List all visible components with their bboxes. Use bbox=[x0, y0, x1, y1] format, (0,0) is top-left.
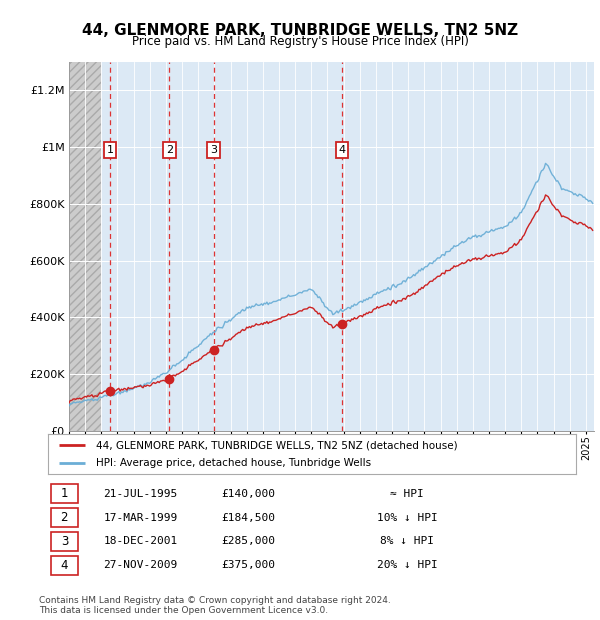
Text: 17-MAR-1999: 17-MAR-1999 bbox=[103, 513, 178, 523]
Text: This data is licensed under the Open Government Licence v3.0.: This data is licensed under the Open Gov… bbox=[39, 606, 328, 616]
Text: HPI: Average price, detached house, Tunbridge Wells: HPI: Average price, detached house, Tunb… bbox=[95, 458, 371, 469]
Text: 4: 4 bbox=[61, 559, 68, 572]
FancyBboxPatch shape bbox=[50, 556, 78, 575]
Text: £140,000: £140,000 bbox=[221, 489, 275, 498]
Text: 10% ↓ HPI: 10% ↓ HPI bbox=[377, 513, 437, 523]
Text: 2: 2 bbox=[61, 511, 68, 524]
Text: 1: 1 bbox=[107, 145, 113, 155]
Text: 44, GLENMORE PARK, TUNBRIDGE WELLS, TN2 5NZ (detached house): 44, GLENMORE PARK, TUNBRIDGE WELLS, TN2 … bbox=[95, 440, 457, 450]
Text: 21-JUL-1995: 21-JUL-1995 bbox=[103, 489, 178, 498]
Text: 18-DEC-2001: 18-DEC-2001 bbox=[103, 536, 178, 546]
FancyBboxPatch shape bbox=[50, 484, 78, 503]
Text: 3: 3 bbox=[210, 145, 217, 155]
Text: 3: 3 bbox=[61, 535, 68, 548]
Text: Contains HM Land Registry data © Crown copyright and database right 2024.: Contains HM Land Registry data © Crown c… bbox=[39, 596, 391, 606]
Text: 4: 4 bbox=[338, 145, 346, 155]
Text: £375,000: £375,000 bbox=[221, 560, 275, 570]
Text: 2: 2 bbox=[166, 145, 173, 155]
Text: ≈ HPI: ≈ HPI bbox=[390, 489, 424, 498]
FancyBboxPatch shape bbox=[50, 532, 78, 551]
Text: 44, GLENMORE PARK, TUNBRIDGE WELLS, TN2 5NZ: 44, GLENMORE PARK, TUNBRIDGE WELLS, TN2 … bbox=[82, 23, 518, 38]
Text: 20% ↓ HPI: 20% ↓ HPI bbox=[377, 560, 437, 570]
Text: 8% ↓ HPI: 8% ↓ HPI bbox=[380, 536, 434, 546]
Bar bbox=[69, 62, 101, 431]
Text: £184,500: £184,500 bbox=[221, 513, 275, 523]
Text: £285,000: £285,000 bbox=[221, 536, 275, 546]
Text: Price paid vs. HM Land Registry's House Price Index (HPI): Price paid vs. HM Land Registry's House … bbox=[131, 35, 469, 48]
Text: 1: 1 bbox=[61, 487, 68, 500]
Text: 27-NOV-2009: 27-NOV-2009 bbox=[103, 560, 178, 570]
FancyBboxPatch shape bbox=[50, 508, 78, 527]
